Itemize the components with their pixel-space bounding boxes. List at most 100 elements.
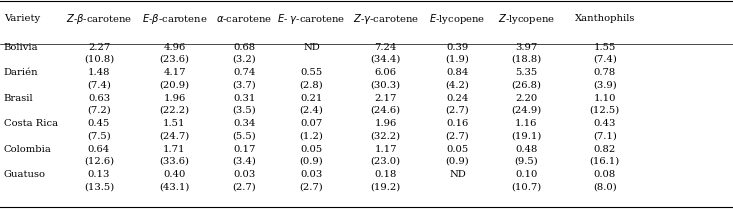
Text: Bolivia: Bolivia (4, 43, 38, 52)
Text: (10.7): (10.7) (511, 182, 542, 191)
Text: (7.1): (7.1) (593, 131, 616, 140)
Text: 0.64: 0.64 (88, 145, 110, 154)
Text: (2.7): (2.7) (232, 182, 256, 191)
Text: Colombia: Colombia (4, 145, 51, 154)
Text: (18.8): (18.8) (511, 55, 542, 64)
Text: Costa Rica: Costa Rica (4, 119, 58, 129)
Text: 0.03: 0.03 (301, 170, 323, 180)
Text: 0.05: 0.05 (446, 145, 468, 154)
Text: $Z$-$\beta$-carotene: $Z$-$\beta$-carotene (66, 12, 132, 26)
Text: (7.4): (7.4) (87, 80, 111, 89)
Text: (7.5): (7.5) (87, 131, 111, 140)
Text: 0.48: 0.48 (515, 145, 537, 154)
Text: 2.27: 2.27 (88, 43, 110, 52)
Text: (2.7): (2.7) (446, 131, 469, 140)
Text: 0.03: 0.03 (233, 170, 255, 180)
Text: 1.16: 1.16 (515, 119, 537, 129)
Text: 1.96: 1.96 (375, 119, 397, 129)
Text: (4.2): (4.2) (446, 80, 469, 89)
Text: 4.17: 4.17 (163, 68, 185, 78)
Text: (12.6): (12.6) (84, 157, 114, 166)
Text: $E$-lycopene: $E$-lycopene (430, 12, 485, 26)
Text: 1.48: 1.48 (88, 68, 110, 78)
Text: (19.1): (19.1) (511, 131, 542, 140)
Text: (23.6): (23.6) (160, 55, 189, 64)
Text: Darién: Darién (4, 68, 38, 78)
Text: 0.31: 0.31 (233, 94, 255, 103)
Text: (26.8): (26.8) (512, 80, 541, 89)
Text: 0.07: 0.07 (301, 119, 323, 129)
Text: (23.0): (23.0) (370, 157, 401, 166)
Text: (1.2): (1.2) (300, 131, 323, 140)
Text: (2.7): (2.7) (300, 182, 323, 191)
Text: (3.9): (3.9) (593, 80, 616, 89)
Text: 0.84: 0.84 (446, 68, 468, 78)
Text: (13.5): (13.5) (84, 182, 114, 191)
Text: (32.2): (32.2) (370, 131, 401, 140)
Text: $E$-$\beta$-carotene: $E$-$\beta$-carotene (141, 12, 207, 26)
Text: $E$- $\gamma$-carotene: $E$- $\gamma$-carotene (277, 12, 346, 26)
Text: $\alpha$-carotene: $\alpha$-carotene (216, 13, 272, 24)
Text: (8.0): (8.0) (593, 182, 616, 191)
Text: 0.17: 0.17 (233, 145, 255, 154)
Text: 0.74: 0.74 (233, 68, 255, 78)
Text: ND: ND (303, 43, 320, 52)
Text: (34.4): (34.4) (370, 55, 401, 64)
Text: 0.16: 0.16 (446, 119, 468, 129)
Text: 0.63: 0.63 (88, 94, 110, 103)
Text: 1.51: 1.51 (163, 119, 185, 129)
Text: Guatuso: Guatuso (4, 170, 45, 180)
Text: Brasil: Brasil (4, 94, 33, 103)
Text: (0.9): (0.9) (300, 157, 323, 166)
Text: 7.24: 7.24 (375, 43, 397, 52)
Text: (30.3): (30.3) (370, 80, 401, 89)
Text: (5.5): (5.5) (232, 131, 256, 140)
Text: 0.24: 0.24 (446, 94, 468, 103)
Text: Variety: Variety (4, 14, 40, 23)
Text: 1.10: 1.10 (594, 94, 616, 103)
Text: (3.5): (3.5) (232, 106, 256, 115)
Text: (7.2): (7.2) (87, 106, 111, 115)
Text: $Z$-$\gamma$-carotene: $Z$-$\gamma$-carotene (353, 12, 419, 26)
Text: (33.6): (33.6) (160, 157, 189, 166)
Text: Xanthophils: Xanthophils (575, 14, 635, 23)
Text: 5.35: 5.35 (515, 68, 537, 78)
Text: 2.17: 2.17 (375, 94, 397, 103)
Text: 6.06: 6.06 (375, 68, 397, 78)
Text: (3.4): (3.4) (232, 157, 256, 166)
Text: (2.4): (2.4) (300, 106, 323, 115)
Text: (3.2): (3.2) (232, 55, 256, 64)
Text: (16.1): (16.1) (589, 157, 620, 166)
Text: (19.2): (19.2) (370, 182, 401, 191)
Text: 0.40: 0.40 (163, 170, 185, 180)
Text: (2.8): (2.8) (300, 80, 323, 89)
Text: (24.9): (24.9) (511, 106, 542, 115)
Text: 0.39: 0.39 (446, 43, 468, 52)
Text: 0.55: 0.55 (301, 68, 323, 78)
Text: (7.4): (7.4) (593, 55, 616, 64)
Text: (24.7): (24.7) (159, 131, 190, 140)
Text: $Z$-lycopene: $Z$-lycopene (498, 12, 555, 26)
Text: 0.18: 0.18 (375, 170, 397, 180)
Text: (1.9): (1.9) (446, 55, 469, 64)
Text: 2.20: 2.20 (515, 94, 537, 103)
Text: 0.78: 0.78 (594, 68, 616, 78)
Text: 0.21: 0.21 (301, 94, 323, 103)
Text: 0.82: 0.82 (594, 145, 616, 154)
Text: 0.08: 0.08 (594, 170, 616, 180)
Text: (9.5): (9.5) (515, 157, 538, 166)
Text: 1.96: 1.96 (163, 94, 185, 103)
Text: 0.45: 0.45 (88, 119, 110, 129)
Text: 0.43: 0.43 (594, 119, 616, 129)
Text: ND: ND (449, 170, 465, 180)
Text: 3.97: 3.97 (515, 43, 537, 52)
Text: (10.8): (10.8) (84, 55, 114, 64)
Text: (12.5): (12.5) (589, 106, 620, 115)
Text: 0.13: 0.13 (88, 170, 110, 180)
Text: 0.34: 0.34 (233, 119, 255, 129)
Text: (0.9): (0.9) (446, 157, 469, 166)
Text: 1.17: 1.17 (375, 145, 397, 154)
Text: 1.55: 1.55 (594, 43, 616, 52)
Text: 0.05: 0.05 (301, 145, 323, 154)
Text: (2.7): (2.7) (446, 106, 469, 115)
